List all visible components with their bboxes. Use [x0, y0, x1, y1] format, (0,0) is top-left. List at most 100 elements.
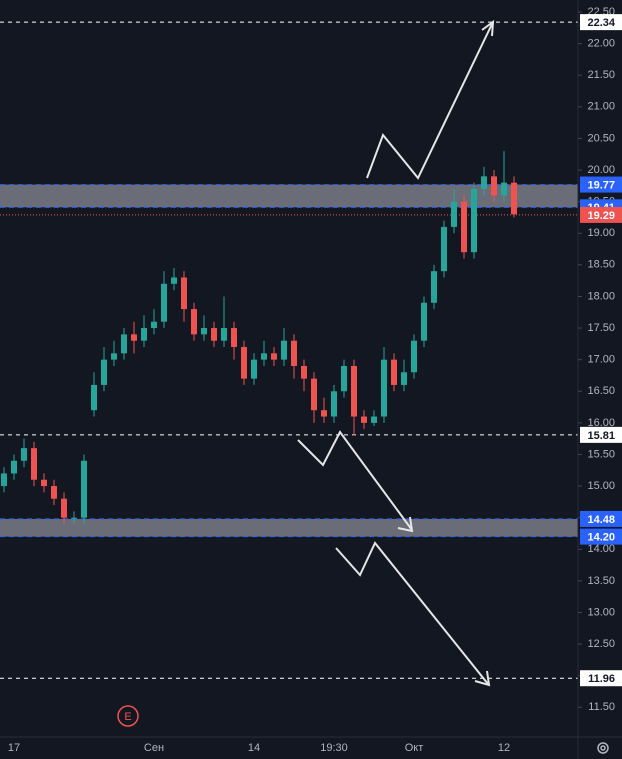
- y-tick-label: 20.50: [587, 132, 615, 144]
- arrows: [297, 19, 495, 687]
- zone: [0, 184, 578, 208]
- candle-body: [321, 410, 327, 417]
- event-icon[interactable]: [117, 705, 139, 727]
- arrow-down: [297, 430, 413, 531]
- candle-body: [171, 277, 177, 284]
- zones: [0, 184, 578, 538]
- y-tick-label: 15.00: [587, 480, 615, 492]
- y-tick-label: 16.50: [587, 385, 615, 397]
- candle-body: [441, 226, 447, 272]
- candle-body: [271, 353, 277, 360]
- price-tag-label: 19.29: [587, 210, 615, 222]
- candle-body: [71, 517, 77, 519]
- y-tick-label: 14.00: [587, 543, 615, 555]
- candle-body: [151, 321, 157, 329]
- candle-body: [371, 416, 377, 423]
- arrow-head: [481, 19, 495, 37]
- zone: [0, 518, 578, 537]
- y-tick-label: 21.50: [587, 69, 615, 81]
- candle-body: [311, 378, 317, 411]
- candle-body: [511, 182, 517, 215]
- candle-body: [401, 372, 407, 385]
- candle-body: [11, 460, 17, 474]
- candle-body: [361, 416, 367, 423]
- candle-body: [501, 182, 507, 196]
- candle-body: [261, 353, 267, 360]
- candle-body: [291, 340, 297, 366]
- y-tick-label: 21.00: [587, 101, 615, 113]
- candle-body: [421, 302, 427, 341]
- grid: [0, 21, 578, 679]
- candle-body: [491, 176, 497, 196]
- candle-body: [141, 328, 147, 341]
- x-tick-label: Сен: [144, 742, 164, 754]
- candle-body: [31, 448, 37, 480]
- candle-body: [111, 353, 117, 360]
- candle-body: [481, 176, 487, 189]
- candle-body: [231, 328, 237, 348]
- price-tag-label: 14.48: [587, 514, 615, 526]
- price-tag: [580, 426, 622, 443]
- x-tick-label: Окт: [405, 742, 424, 754]
- gear-hub[interactable]: [600, 745, 606, 751]
- price-tag-label: 22.34: [587, 17, 615, 29]
- candle-body: [391, 359, 397, 385]
- x-tick-label: 12: [498, 742, 510, 754]
- candle-body: [181, 277, 187, 310]
- candle-body: [131, 334, 137, 341]
- y-tick-label: 20.00: [587, 164, 615, 176]
- price-tag: [580, 528, 622, 545]
- x-tick-label: 14: [248, 742, 260, 754]
- event-label[interactable]: E: [124, 711, 131, 723]
- candle-body: [461, 201, 467, 253]
- y-tick-label: 17.00: [587, 354, 615, 366]
- y-tick-label: 22.00: [587, 38, 615, 50]
- candle-body: [91, 384, 97, 411]
- price-tag-label: 19.77: [587, 179, 615, 191]
- candle-body: [121, 334, 127, 354]
- price-tag-label: 15.81: [587, 430, 615, 442]
- candle-body: [431, 271, 437, 303]
- candle-body: [211, 328, 217, 341]
- candle-body: [1, 473, 7, 487]
- candles: [1, 151, 517, 524]
- arrow-head: [397, 516, 414, 533]
- candle-body: [451, 201, 457, 227]
- candle-body: [221, 328, 227, 341]
- candle-body: [471, 188, 477, 253]
- candle-body: [381, 359, 387, 417]
- candle-body: [41, 479, 47, 487]
- x-tick-label: 17: [8, 742, 20, 754]
- y-tick-label: 11.50: [588, 701, 615, 713]
- gear[interactable]: [597, 742, 609, 754]
- price-tag: [580, 510, 622, 527]
- price-axis: 11.5012.0012.5013.0013.5014.0014.5015.00…: [578, 6, 622, 713]
- settings-icon[interactable]: [597, 742, 609, 754]
- price-tag: [580, 176, 622, 193]
- candle-body: [331, 391, 337, 417]
- candle-body: [191, 309, 197, 335]
- y-tick-label: 18.00: [587, 290, 615, 302]
- candle-body: [61, 498, 67, 518]
- candle-body: [201, 328, 207, 335]
- price-tag-label: 11.96: [588, 673, 615, 685]
- candle-body: [81, 460, 87, 518]
- price-tag: [580, 670, 622, 687]
- y-tick-label: 15.50: [587, 448, 615, 460]
- y-tick-label: 13.50: [587, 575, 615, 587]
- y-tick-label: 17.50: [587, 322, 615, 334]
- candle-body: [101, 359, 107, 385]
- candle-body: [341, 365, 347, 392]
- candle-body: [411, 340, 417, 373]
- candle-body: [51, 486, 57, 499]
- candle-body: [281, 340, 287, 360]
- candle-body: [241, 347, 247, 379]
- y-tick-label: 12.50: [587, 638, 615, 650]
- price-tag: [580, 14, 622, 31]
- arrow-down: [335, 541, 489, 685]
- candle-body: [251, 359, 257, 379]
- candle-body: [351, 365, 357, 417]
- candle-body: [21, 448, 27, 461]
- price-tag-label: 14.20: [587, 532, 615, 544]
